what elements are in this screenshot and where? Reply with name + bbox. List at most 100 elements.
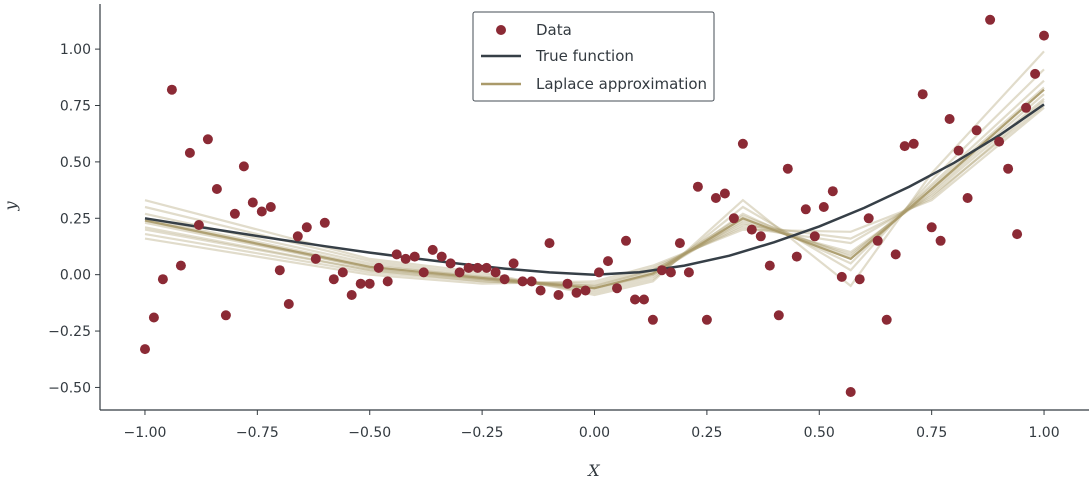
data-point xyxy=(382,276,393,287)
data-point xyxy=(508,258,519,269)
data-point xyxy=(283,299,294,309)
data-point xyxy=(580,285,591,296)
data-point xyxy=(994,136,1005,147)
data-point xyxy=(827,186,838,197)
plot-area xyxy=(140,14,1049,397)
data-point xyxy=(854,274,865,285)
data-point xyxy=(985,14,996,25)
data-point xyxy=(908,138,919,149)
x-tick-label: 0.25 xyxy=(691,425,722,441)
laplace-mean-line xyxy=(144,88,1045,290)
data-point xyxy=(391,249,402,260)
y-tick-label: 1.00 xyxy=(60,42,91,58)
data-point xyxy=(274,265,285,276)
laplace-sample-line xyxy=(144,79,1045,292)
x-tick-label: −0.75 xyxy=(236,425,279,441)
data-point xyxy=(445,258,456,269)
legend-true-function-label: True function xyxy=(535,47,634,65)
data-point xyxy=(499,274,510,285)
data-point xyxy=(917,89,928,100)
data-point xyxy=(1030,68,1041,79)
laplace-sample-line xyxy=(144,106,1045,285)
data-point xyxy=(454,267,465,278)
data-point xyxy=(809,231,820,242)
data-point xyxy=(481,262,492,273)
data-point xyxy=(544,238,555,249)
data-point xyxy=(238,161,249,172)
data-point xyxy=(346,290,357,300)
data-point xyxy=(463,262,474,273)
data-point xyxy=(193,220,204,230)
data-point xyxy=(953,145,964,156)
data-point xyxy=(836,271,847,282)
data-point xyxy=(845,387,856,397)
legend-data-label: Data xyxy=(536,21,572,39)
legend: Data True function Laplace approximation xyxy=(472,11,715,102)
legend-laplace-label: Laplace approximation xyxy=(536,75,707,93)
y-tick-label: 0.75 xyxy=(60,99,91,115)
data-point xyxy=(436,251,447,262)
y-tick-label: 0.50 xyxy=(60,155,91,171)
data-point xyxy=(971,125,982,136)
data-point xyxy=(229,208,240,219)
x-axis-label: X xyxy=(586,461,600,480)
data-point xyxy=(328,274,339,285)
data-point xyxy=(364,278,375,289)
axes: −1.00 −0.75 −0.50 −0.25 0.00 0.25 0.50 0.75 1.00… xyxy=(48,4,1089,441)
data-point xyxy=(526,276,537,287)
data-point xyxy=(490,267,501,278)
data-point xyxy=(647,314,658,325)
legend-box xyxy=(472,11,715,102)
data-point xyxy=(630,294,640,305)
data-point xyxy=(571,287,582,298)
data-point xyxy=(211,184,222,194)
y-tick-label: −0.50 xyxy=(48,380,91,396)
x-tick-label: 1.00 xyxy=(1028,425,1059,441)
data-point xyxy=(301,222,312,233)
data-point xyxy=(962,193,973,203)
data-point xyxy=(719,188,730,199)
data-point xyxy=(935,235,946,246)
data-point xyxy=(400,253,411,264)
x-tick-label: −0.50 xyxy=(348,425,391,441)
laplace-sample-line xyxy=(144,88,1045,290)
data-point xyxy=(683,267,694,278)
data-point xyxy=(621,235,631,246)
data-point xyxy=(899,141,910,152)
data-point xyxy=(818,202,829,212)
data-point xyxy=(256,206,267,217)
data-point xyxy=(310,253,321,264)
data-point xyxy=(612,283,622,294)
x-tick-label: 0.75 xyxy=(916,425,947,441)
data-point xyxy=(373,262,384,273)
x-tick-label: 0.00 xyxy=(579,425,610,441)
laplace-sample-line xyxy=(144,104,1045,285)
data-point xyxy=(881,314,892,325)
data-point xyxy=(292,231,303,242)
legend-data-marker xyxy=(496,25,506,35)
data-point xyxy=(1039,30,1049,41)
data-point xyxy=(409,251,420,262)
data-point xyxy=(674,238,685,249)
data-point xyxy=(355,278,366,289)
data-point xyxy=(594,267,604,278)
data-point xyxy=(1012,229,1023,240)
data-point xyxy=(148,312,159,323)
data-point xyxy=(728,213,739,224)
data-point xyxy=(517,276,528,287)
data-point xyxy=(944,114,955,124)
data-point xyxy=(220,310,231,321)
data-point xyxy=(1003,163,1014,174)
true-function-line xyxy=(144,103,1045,276)
data-point xyxy=(1021,102,1032,113)
data-point xyxy=(755,231,766,242)
data-point xyxy=(184,147,195,158)
data-point xyxy=(692,181,703,192)
data-point xyxy=(427,244,438,255)
data-point xyxy=(800,204,811,215)
data-point xyxy=(337,267,348,278)
data-point xyxy=(418,267,429,278)
data-point xyxy=(863,213,874,224)
data-point xyxy=(562,278,573,289)
